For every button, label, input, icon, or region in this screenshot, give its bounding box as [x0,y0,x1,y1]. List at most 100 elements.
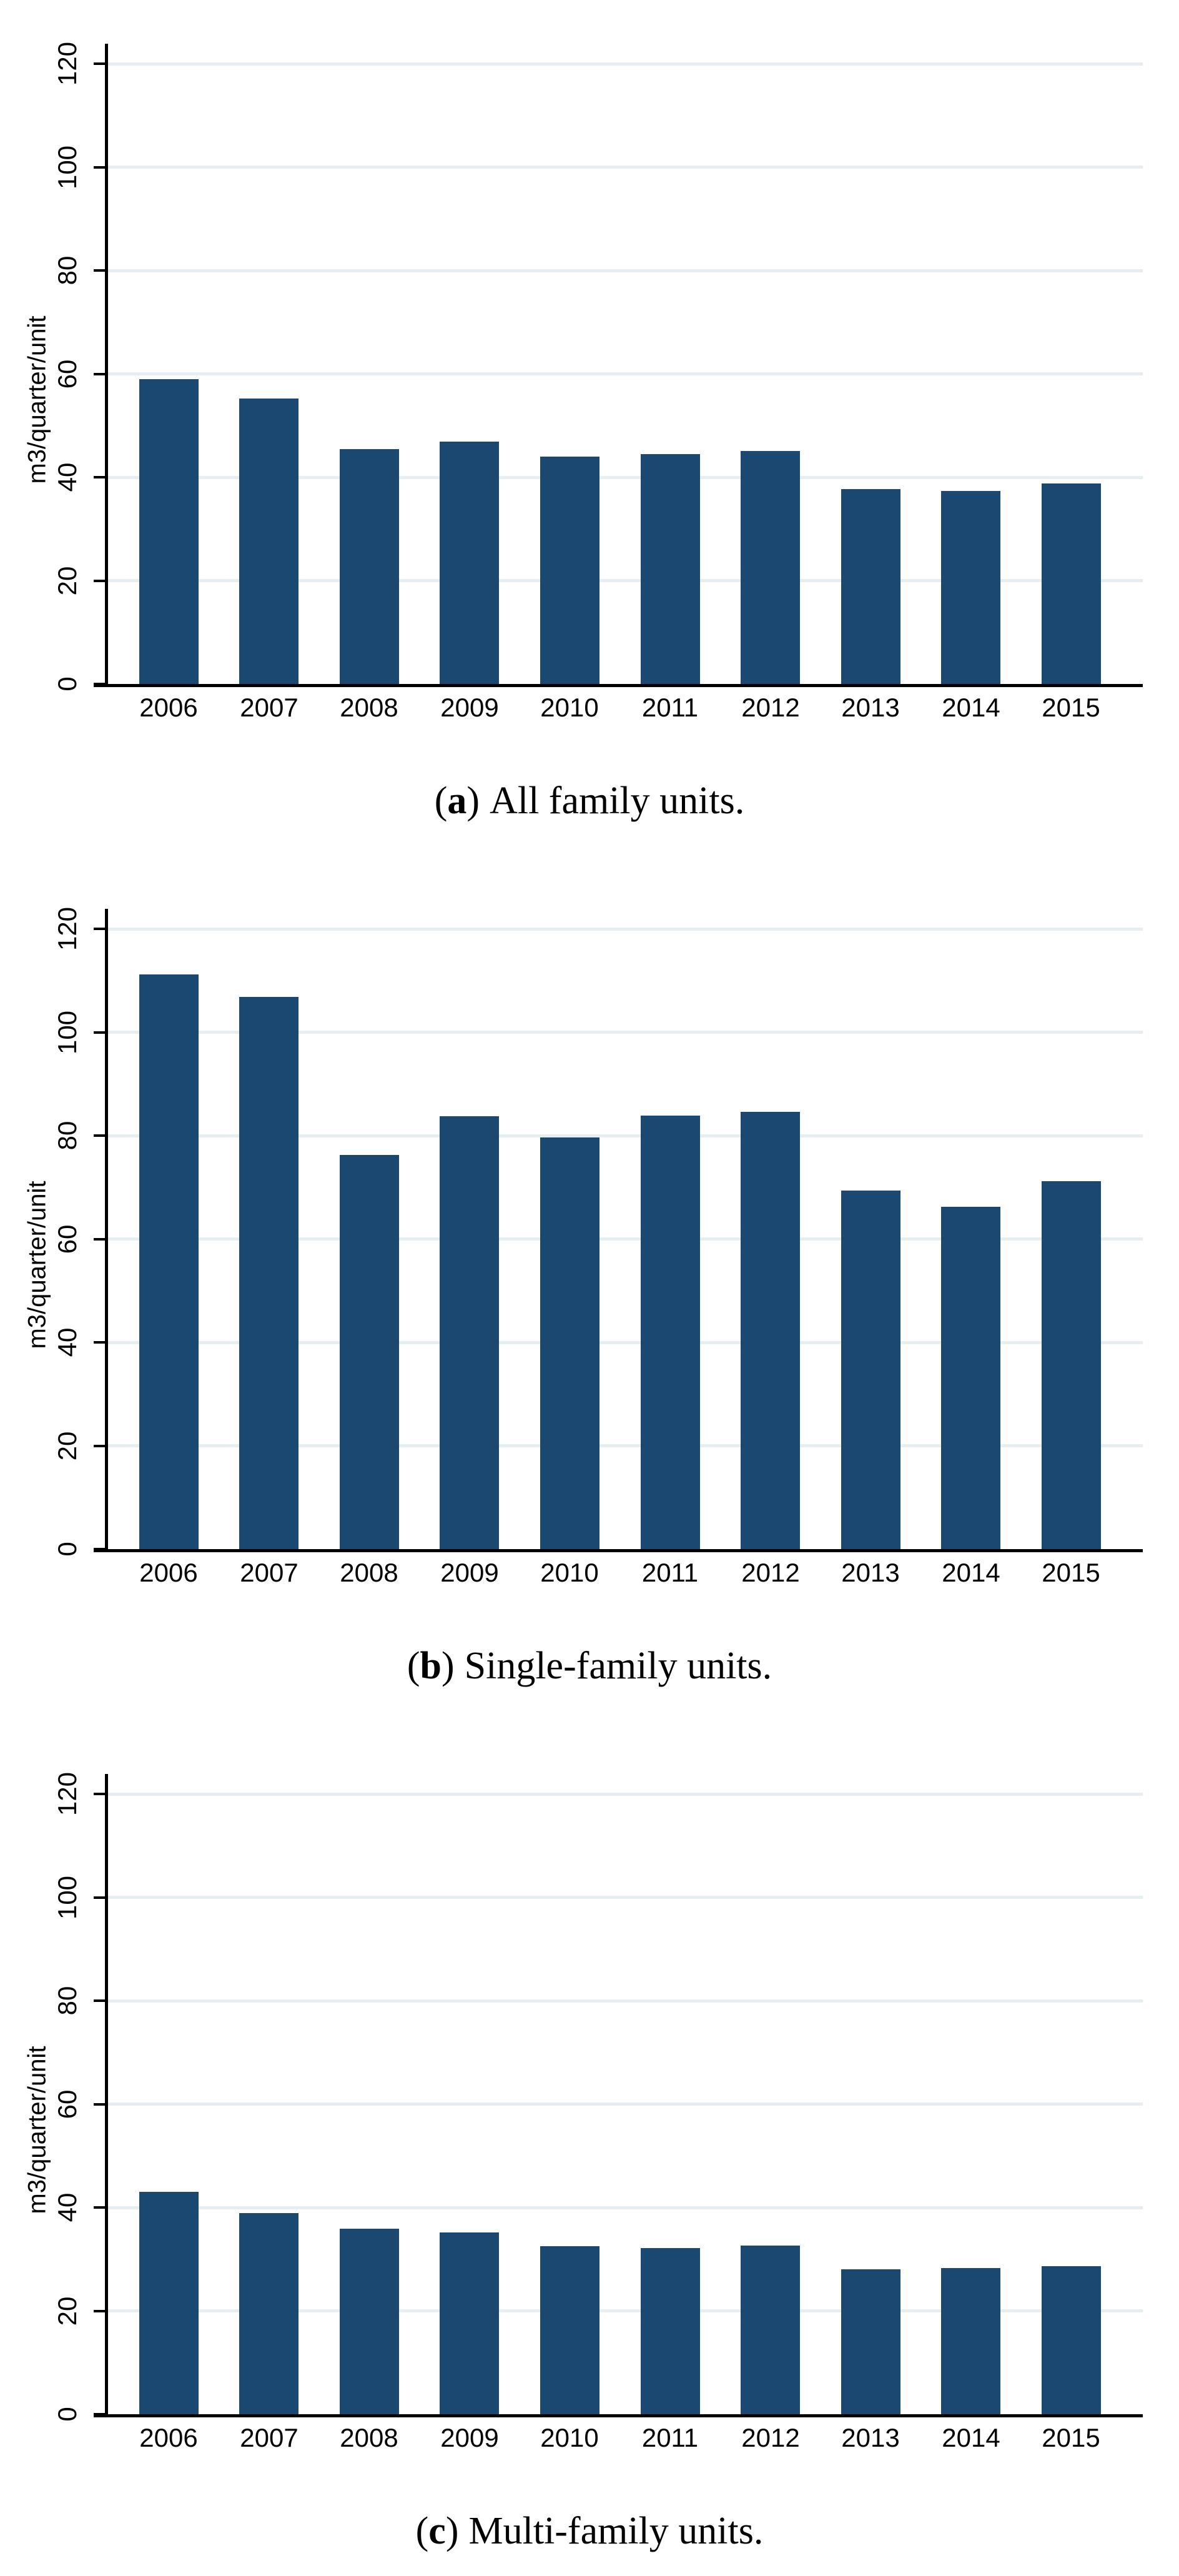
gridline-80 [108,1134,1143,1137]
gridline-40 [108,2206,1143,2209]
y-tick-60 [94,373,108,375]
x-axis-line [94,684,1143,687]
gridline-40 [108,1341,1143,1344]
y-tick-label-40: 40 [52,2192,82,2222]
y-tick-label-100: 100 [52,145,82,190]
gridline-80 [108,1999,1143,2003]
y-axis-title: m3/quarter/unit [23,2046,51,2214]
gridline-60 [108,2103,1143,2106]
bar-2012 [741,1112,800,1549]
x-tick-label-2007: 2007 [240,2423,298,2452]
x-tick-label-2009: 2009 [440,693,499,722]
bar-2006 [139,379,199,684]
gridline-20 [108,2309,1143,2312]
y-axis-title: m3/quarter/unit [23,1181,51,1349]
gridline-100 [108,1896,1143,1899]
y-axis-title: m3/quarter/unit [23,315,51,484]
bar-2014 [941,1207,1000,1549]
gridline-20 [108,1444,1143,1447]
chart-panel-a: 0 20 40 60 80 100 120 2006 2007 2008 2009 2010 2011 2… [0,0,1179,865]
bar-2015 [1042,483,1101,684]
y-tick-100 [94,166,108,169]
x-tick-label-2012: 2012 [741,2423,800,2452]
bar-2010 [540,457,599,684]
bar-2006 [139,974,199,1549]
x-tick-label-2010: 2010 [540,693,599,722]
y-tick-120 [94,62,108,65]
x-axis-line [94,2414,1143,2417]
x-tick-label-2013: 2013 [841,2423,900,2452]
y-tick-label-20: 20 [52,566,82,596]
y-tick-100 [94,1896,108,1899]
x-tick-label-2008: 2008 [340,2423,398,2452]
bar-2008 [340,2229,399,2414]
caption-paren-close: ) [441,1645,455,1687]
y-tick-0 [94,1548,108,1550]
gridline-60 [108,372,1143,375]
y-axis-line [105,44,108,687]
y-tick-label-20: 20 [52,2296,82,2326]
bar-2008 [340,449,399,684]
gridline-80 [108,269,1143,272]
bar-2008 [340,1155,399,1549]
bar-2007 [239,997,298,1549]
bar-2013 [841,1191,900,1549]
y-tick-label-80: 80 [52,1121,82,1151]
x-tick-label-2006: 2006 [139,1558,198,1587]
y-tick-60 [94,1238,108,1241]
caption-paren-close: ) [466,780,480,822]
bar-2013 [841,489,900,684]
y-tick-label-120: 120 [52,906,82,951]
y-tick-label-40: 40 [52,462,82,492]
caption-c: (c) Multi-family units. [0,2509,1179,2554]
x-tick-label-2012: 2012 [741,693,800,722]
x-tick-label-2009: 2009 [440,1558,499,1587]
gridline-60 [108,1237,1143,1241]
x-tick-label-2008: 2008 [340,1558,398,1587]
caption-paren-open: ( [407,1645,420,1687]
bar-2007 [239,399,298,684]
y-tick-label-40: 40 [52,1327,82,1357]
gridline-120 [108,928,1143,931]
bar-2009 [440,1116,499,1549]
y-tick-20 [94,1445,108,1447]
bar-2013 [841,2269,900,2414]
y-tick-label-60: 60 [52,359,82,389]
caption-letter: c [428,2510,446,2552]
y-tick-60 [94,2103,108,2106]
bar-2010 [540,1137,599,1549]
y-tick-label-60: 60 [52,1224,82,1254]
bar-2007 [239,2213,298,2414]
caption-b: (b) Single-family units. [0,1644,1179,1688]
x-tick-label-2013: 2013 [841,693,900,722]
x-tick-label-2010: 2010 [540,1558,599,1587]
caption-letter: b [420,1645,442,1687]
x-tick-label-2009: 2009 [440,2423,499,2452]
gridline-100 [108,166,1143,169]
x-tick-label-2011: 2011 [641,2423,699,2452]
gridline-120 [108,1793,1143,1796]
bar-2006 [139,2192,199,2414]
bar-2014 [941,2268,1000,2414]
y-tick-label-100: 100 [52,1875,82,1920]
bar-2011 [641,454,700,684]
x-tick-label-2015: 2015 [1042,693,1100,722]
caption-paren-open: ( [415,2510,429,2552]
gridline-120 [108,62,1143,66]
y-tick-label-0: 0 [52,676,82,691]
x-tick-label-2013: 2013 [841,1558,900,1587]
y-tick-0 [94,2413,108,2415]
y-tick-40 [94,1341,108,1344]
bar-2014 [941,491,1000,684]
bar-2011 [641,1116,700,1549]
y-tick-label-60: 60 [52,2089,82,2119]
x-tick-label-2007: 2007 [240,693,298,722]
caption-text: Single-family units. [464,1645,772,1687]
x-tick-label-2007: 2007 [240,1558,298,1587]
gridline-40 [108,476,1143,479]
bar-2015 [1042,2266,1101,2414]
x-tick-label-2014: 2014 [942,2423,1000,2452]
x-tick-label-2006: 2006 [139,2423,198,2452]
bar-2015 [1042,1181,1101,1549]
